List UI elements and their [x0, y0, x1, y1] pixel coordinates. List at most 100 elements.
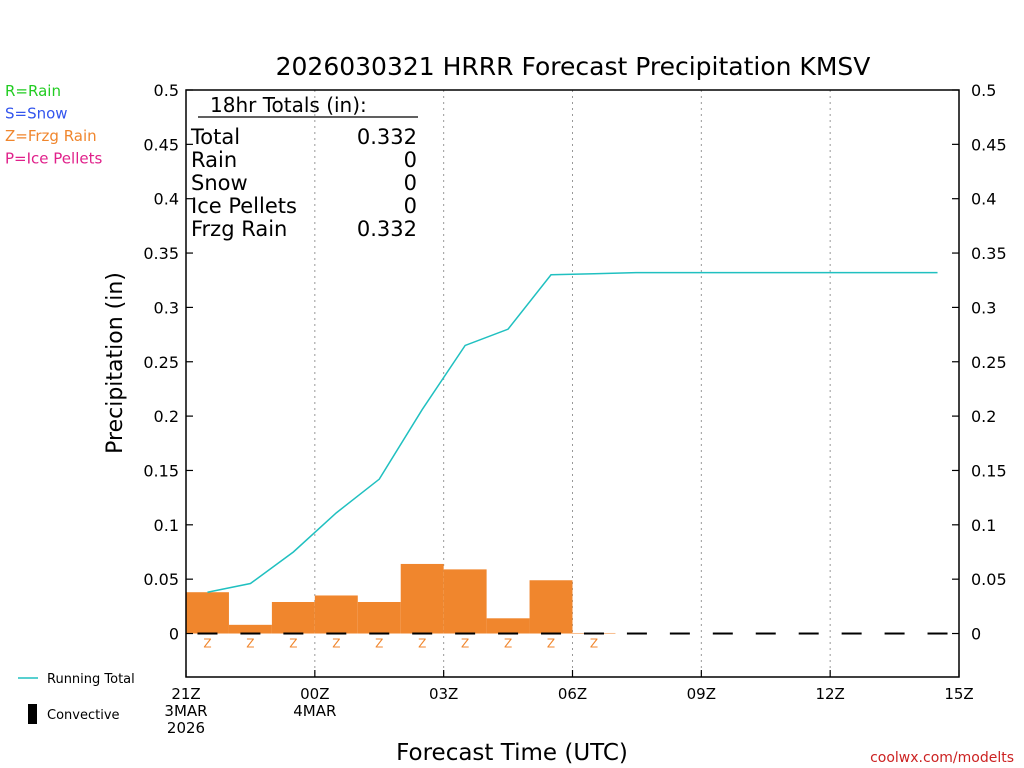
- ptype-legend: R=Rain S=Snow Z=Frzg Rain P=Ice Pellets: [5, 82, 102, 168]
- legend-convective-swatch: [28, 704, 37, 724]
- bar-hour-2: [228, 624, 272, 634]
- y-tick-label-left-2: 0.1: [154, 516, 179, 535]
- x-tick-label-0-1: 3MAR: [164, 702, 207, 720]
- convective-bars: [197, 632, 948, 635]
- x-tick-label-1-1: 4MAR: [293, 702, 336, 720]
- x-tick-label-3-0: 06Z: [558, 685, 587, 703]
- x-tick-label-1-0: 00Z: [300, 685, 329, 703]
- y-tick-label-right-8: 0.4: [971, 190, 996, 209]
- ptype-symbol-hour-3: Z: [289, 637, 297, 651]
- y-tick-label-left-0: 0: [169, 625, 179, 644]
- bar-hour-9: [529, 580, 573, 634]
- convective-bar-hour-12: [669, 632, 690, 635]
- ptype-legend-2: Z=Frzg Rain: [5, 127, 97, 145]
- bar-hour-8: [486, 618, 530, 634]
- ptype-symbol-hour-2: Z: [246, 637, 254, 651]
- convective-bar-hour-15: [798, 632, 819, 635]
- convective-bar-hour-18: [927, 632, 948, 635]
- y-tick-label-right-0: 0: [971, 625, 981, 644]
- grid-lines: [314, 90, 831, 677]
- series-legend-1: Convective: [47, 708, 120, 723]
- totals-row-label-3: Ice Pellets: [191, 194, 297, 218]
- convective-bar-hour-5: [369, 632, 390, 635]
- ptype-symbol-hour-9: Z: [547, 637, 555, 651]
- y-axis-left: 0 0.05 0.1 0.15 0.2 0.25 0.3 0.35 0.4 0.45 0.5: [143, 81, 193, 644]
- bar-hour-7: [443, 569, 487, 634]
- credit-text: coolwx.com/modelts: [870, 750, 1014, 766]
- totals-row-value-1: 0: [404, 148, 417, 172]
- totals-row-label-1: Rain: [191, 148, 237, 172]
- convective-bar-hour-6: [412, 632, 433, 635]
- totals-row-label-4: Frzg Rain: [191, 217, 287, 241]
- bar-hour-1: [186, 592, 229, 634]
- convective-bar-hour-1: [197, 632, 218, 635]
- x-tick-label-6-0: 15Z: [944, 685, 973, 703]
- x-tick-label-0-2: 2026: [167, 719, 205, 737]
- convective-bar-hour-9: [541, 632, 562, 635]
- y-tick-label-right-5: 0.25: [971, 353, 1007, 372]
- y-tick-label-right-2: 0.1: [971, 516, 996, 535]
- totals-row-label-0: Total: [190, 125, 240, 149]
- running-total-series: [207, 271, 938, 593]
- ptype-symbol-hour-5: Z: [375, 637, 383, 651]
- x-tick-label-5-0: 12Z: [815, 685, 844, 703]
- ptype-symbol-hour-8: Z: [504, 637, 512, 651]
- y-tick-label-right-3: 0.15: [971, 461, 1007, 480]
- y-tick-label-right-1: 0.05: [971, 570, 1007, 589]
- totals-heading: 18hr Totals (in):: [210, 93, 367, 117]
- y-tick-label-left-8: 0.4: [154, 190, 179, 209]
- totals-row-value-0: 0.332: [357, 125, 417, 149]
- series-legend-0: Running Total: [47, 672, 135, 687]
- y-axis-right: 0 0.05 0.1 0.15 0.2 0.25 0.3 0.35 0.4 0.45 0.5: [952, 81, 1007, 644]
- series-legend: Running Total Convective: [18, 672, 135, 724]
- y-tick-label-left-1: 0.05: [143, 570, 179, 589]
- x-axis-label: Forecast Time (UTC): [396, 740, 628, 766]
- convective-bar-hour-2: [240, 632, 261, 635]
- x-tick-label-0-0: 21Z: [171, 685, 200, 703]
- ptype-symbol-hour-7: Z: [461, 637, 469, 651]
- ptype-legend-3: P=Ice Pellets: [5, 150, 102, 168]
- convective-bar-hour-13: [712, 632, 733, 635]
- frzg-rain-bars: [186, 563, 616, 634]
- ptype-symbol-hour-1: Z: [203, 637, 211, 651]
- convective-bar-hour-8: [498, 632, 519, 635]
- convective-bar-hour-14: [755, 632, 776, 635]
- y-tick-label-left-5: 0.25: [143, 353, 179, 372]
- ptype-legend-1: S=Snow: [5, 105, 68, 123]
- bar-hour-5: [357, 601, 401, 634]
- bar-hour-6: [400, 563, 444, 634]
- totals-row-value-4: 0.332: [357, 217, 417, 241]
- convective-bar-hour-16: [841, 632, 862, 635]
- convective-bar-hour-17: [884, 632, 905, 635]
- y-tick-label-left-10: 0.5: [154, 81, 179, 100]
- ptype-legend-0: R=Rain: [5, 82, 61, 100]
- y-tick-label-left-6: 0.3: [154, 298, 179, 317]
- convective-bar-hour-3: [283, 632, 304, 635]
- convective-bar-hour-4: [326, 632, 347, 635]
- y-tick-label-right-10: 0.5: [971, 81, 996, 100]
- bar-hour-3: [271, 601, 315, 634]
- convective-bar-hour-10: [583, 632, 604, 635]
- y-tick-label-left-9: 0.45: [143, 135, 179, 154]
- running-total-line: [207, 271, 938, 593]
- totals-row-value-2: 0: [404, 171, 417, 195]
- y-tick-label-right-4: 0.2: [971, 407, 996, 426]
- y-tick-label-right-7: 0.35: [971, 244, 1007, 263]
- ptype-symbol-hour-10: Z: [590, 637, 598, 651]
- ptype-symbol-hour-4: Z: [332, 637, 340, 651]
- bar-hour-4: [314, 595, 358, 634]
- x-tick-label-2-0: 03Z: [429, 685, 458, 703]
- totals-row-value-3: 0: [404, 194, 417, 218]
- y-tick-label-left-7: 0.35: [143, 244, 179, 263]
- y-tick-label-left-3: 0.15: [143, 461, 179, 480]
- totals-row-label-2: Snow: [191, 171, 248, 195]
- y-axis-label: Precipitation (in): [103, 272, 128, 454]
- chart-title: 2026030321 HRRR Forecast Precipitation K…: [276, 52, 871, 81]
- y-tick-label-right-6: 0.3: [971, 298, 996, 317]
- y-tick-label-left-4: 0.2: [154, 407, 179, 426]
- convective-bar-hour-7: [455, 632, 476, 635]
- y-tick-label-right-9: 0.45: [971, 135, 1007, 154]
